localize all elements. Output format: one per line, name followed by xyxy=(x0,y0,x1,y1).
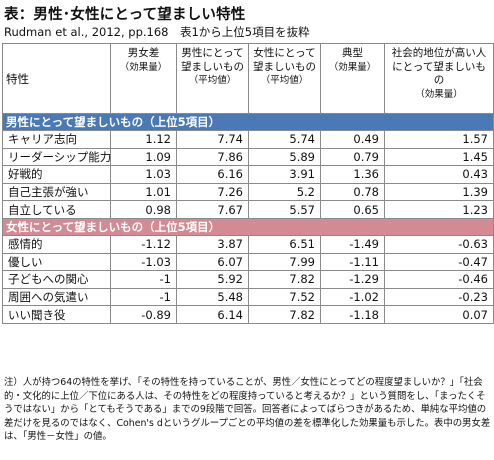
footnote: 注）人が持つ64の特性を挙げ、「その特性を持っていることが、男性／女性にとってど… xyxy=(4,377,491,443)
diff-cell: -1.12 xyxy=(110,234,177,254)
diff-cell: 1.01 xyxy=(110,182,177,202)
table-row: 周囲への気遣い -1 5.48 7.52 -1.02 -0.23 xyxy=(2,287,494,307)
header-trait: 特性 xyxy=(2,43,111,114)
typical-cell: 0.79 xyxy=(320,147,385,167)
male-mean-cell: 5.48 xyxy=(176,287,249,307)
section-header-female: 女性にとって望ましいもの（上位5項目） xyxy=(2,217,494,236)
header-diff-sub: （効果量） xyxy=(119,61,168,73)
header-female-sub: （平均値） xyxy=(260,75,309,86)
male-mean-cell: 7.74 xyxy=(176,130,249,149)
page-title: 表：男性･女性にとって望ましい特性 xyxy=(4,7,246,23)
female-mean-cell: 5.74 xyxy=(248,130,321,149)
typical-cell: -1.29 xyxy=(320,270,385,289)
trait-cell: 自立している xyxy=(2,200,111,219)
diff-cell: -1.03 xyxy=(110,252,177,272)
section-title: 女性にとって望ましいもの（上位5項目） xyxy=(2,217,494,236)
social-status-cell: -0.23 xyxy=(384,287,494,307)
table-row: 子どもへの関心 -1 5.92 7.82 -1.29 -0.46 xyxy=(2,270,494,289)
typical-cell: -1.18 xyxy=(320,305,385,324)
table-row: リーダーシップ能力 1.09 7.86 5.89 0.79 1.45 xyxy=(2,147,494,167)
header-diff-main: 男女差 xyxy=(127,47,160,59)
trait-cell: 周囲への気遣い xyxy=(2,287,111,307)
typical-cell: 1.36 xyxy=(320,165,385,184)
table-row: 優しい -1.03 6.07 7.99 -1.11 -0.47 xyxy=(2,252,494,272)
section-title: 男性にとって望ましいもの（上位5項目） xyxy=(2,113,494,131)
trait-cell: 感情的 xyxy=(2,234,111,254)
header-male-main: 男性にとって望ましいもの xyxy=(181,47,244,73)
header-typical-sub: （効果量） xyxy=(328,61,377,73)
trait-cell: いい聞き役 xyxy=(2,305,111,324)
diff-cell: 1.12 xyxy=(110,130,177,149)
typical-cell: -1.11 xyxy=(320,252,385,272)
diff-cell: -1 xyxy=(110,270,177,289)
diff-cell: 1.03 xyxy=(110,165,177,184)
header-typical: 典型 （効果量） xyxy=(320,43,385,114)
header-diff: 男女差 （効果量） xyxy=(110,43,177,114)
social-status-cell: 1.45 xyxy=(384,147,494,167)
male-mean-cell: 5.92 xyxy=(176,270,249,289)
social-status-cell: 0.43 xyxy=(384,165,494,184)
source-citation: Rudman et al., 2012, pp.168 表1から上位5項目を抜粋 xyxy=(4,25,310,39)
header-male: 男性にとって望ましいもの （平均値） xyxy=(176,43,249,114)
trait-cell: 優しい xyxy=(2,252,111,272)
male-mean-cell: 7.26 xyxy=(176,182,249,202)
diff-cell: 1.09 xyxy=(110,147,177,167)
table-row: いい聞き役 -0.89 6.14 7.82 -1.18 0.07 xyxy=(2,305,494,324)
typical-cell: -1.02 xyxy=(320,287,385,307)
diff-cell: -1 xyxy=(110,287,177,307)
female-mean-cell: 6.51 xyxy=(248,234,321,254)
social-status-cell: 1.57 xyxy=(384,130,494,149)
diff-cell: -0.89 xyxy=(110,305,177,324)
female-mean-cell: 5.57 xyxy=(248,200,321,219)
social-status-cell: 1.23 xyxy=(384,200,494,219)
female-mean-cell: 5.2 xyxy=(248,182,321,202)
traits-table: 特性 男女差 （効果量） 男性にとって望ましいもの （平均値） 女性にとって望ま… xyxy=(2,43,494,324)
typical-cell: 0.49 xyxy=(320,130,385,149)
trait-cell: 好戦的 xyxy=(2,165,111,184)
male-mean-cell: 6.14 xyxy=(176,305,249,324)
male-mean-cell: 7.67 xyxy=(176,200,249,219)
male-mean-cell: 6.07 xyxy=(176,252,249,272)
male-mean-cell: 3.87 xyxy=(176,234,249,254)
female-mean-cell: 7.82 xyxy=(248,305,321,324)
female-mean-cell: 7.82 xyxy=(248,270,321,289)
social-status-cell: -0.47 xyxy=(384,252,494,272)
social-status-cell: 0.07 xyxy=(384,305,494,324)
header-female: 女性にとって望ましいもの （平均値） xyxy=(248,43,321,114)
female-mean-cell: 7.99 xyxy=(248,252,321,272)
trait-cell: 自己主張が強い xyxy=(2,182,111,202)
typical-cell: 0.65 xyxy=(320,200,385,219)
female-mean-cell: 3.91 xyxy=(248,165,321,184)
header-social-main: 社会的地位が高い人にとって望ましいもの xyxy=(391,47,487,86)
header-social: 社会的地位が高い人にとって望ましいもの （効果量） xyxy=(384,43,494,114)
typical-cell: -1.49 xyxy=(320,234,385,254)
section-header-male: 男性にとって望ましいもの（上位5項目） xyxy=(2,113,494,131)
male-mean-cell: 6.16 xyxy=(176,165,249,184)
trait-cell: キャリア志向 xyxy=(2,130,111,149)
diff-cell: 0.98 xyxy=(110,200,177,219)
social-status-cell: -0.63 xyxy=(384,234,494,254)
table-row: 自立している 0.98 7.67 5.57 0.65 1.23 xyxy=(2,200,494,219)
trait-cell: リーダーシップ能力 xyxy=(2,147,111,167)
typical-cell: 0.78 xyxy=(320,182,385,202)
table-header-row: 特性 男女差 （効果量） 男性にとって望ましいもの （平均値） 女性にとって望ま… xyxy=(2,43,494,114)
trait-cell: 子どもへの関心 xyxy=(2,270,111,289)
female-mean-cell: 5.89 xyxy=(248,147,321,167)
female-mean-cell: 7.52 xyxy=(248,287,321,307)
table-row: 感情的 -1.12 3.87 6.51 -1.49 -0.63 xyxy=(2,234,494,254)
table-row: キャリア志向 1.12 7.74 5.74 0.49 1.57 xyxy=(2,130,494,149)
header-male-sub: （平均値） xyxy=(188,75,237,86)
male-mean-cell: 7.86 xyxy=(176,147,249,167)
table-row: 好戦的 1.03 6.16 3.91 1.36 0.43 xyxy=(2,165,494,184)
header-social-sub: （効果量） xyxy=(415,88,463,100)
header-female-main: 女性にとって望ましいもの xyxy=(253,47,316,73)
social-status-cell: 1.39 xyxy=(384,182,494,202)
social-status-cell: -0.46 xyxy=(384,270,494,289)
table-row: 自己主張が強い 1.01 7.26 5.2 0.78 1.39 xyxy=(2,182,494,202)
header-typical-main: 典型 xyxy=(342,47,363,59)
